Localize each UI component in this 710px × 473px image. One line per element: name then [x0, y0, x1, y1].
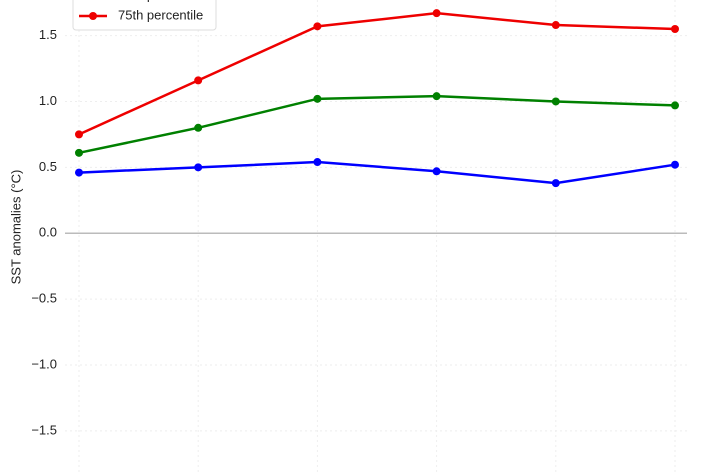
point [671, 24, 679, 33]
legend-label: 50th percentile [118, 0, 203, 2]
legend: 50th percentile 75th percentile [72, 0, 217, 31]
point [551, 97, 560, 106]
y-tick-label: −1.5 [31, 422, 57, 437]
legend-marker [89, 12, 97, 20]
series-line [78, 160, 676, 185]
point [75, 168, 83, 177]
series-line [78, 94, 676, 155]
y-tick-label: 1.5 [39, 27, 57, 42]
point [194, 163, 203, 172]
point [75, 130, 83, 139]
y-tick-label: 1.0 [39, 93, 57, 108]
y-tick-label: 0.0 [39, 225, 57, 240]
point [194, 76, 203, 85]
point [432, 92, 441, 101]
y-tick-label: −1.0 [31, 356, 57, 371]
point [551, 21, 560, 30]
y-tick-label: 0.5 [39, 159, 57, 174]
point [432, 9, 441, 18]
y-tick-label: −0.5 [31, 291, 57, 306]
point [432, 167, 441, 176]
point [194, 123, 203, 132]
y-axis-label: SST anomalies (°C) [8, 170, 23, 285]
legend-box [72, 0, 217, 31]
point [551, 179, 560, 188]
legend-label: 75th percentile [118, 7, 203, 22]
point [671, 160, 679, 169]
point [75, 148, 83, 157]
point [313, 94, 322, 103]
point [313, 22, 322, 31]
point [313, 158, 322, 167]
series-line [78, 11, 676, 136]
point [671, 101, 679, 110]
